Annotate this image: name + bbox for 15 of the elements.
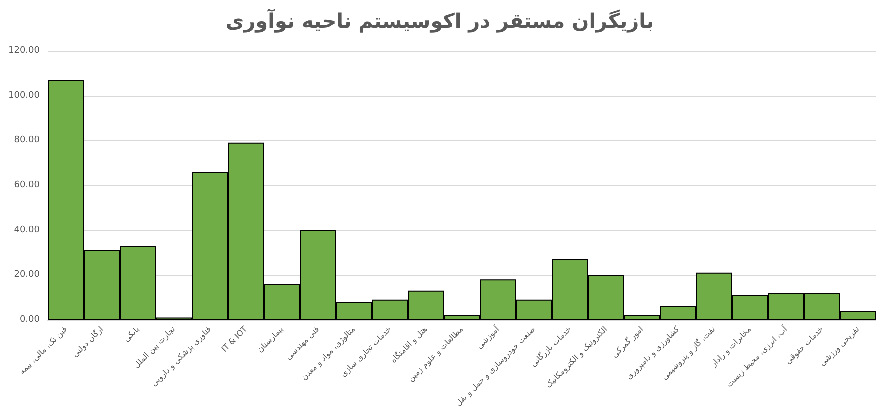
x-tick-label: ارگان دولتی bbox=[70, 324, 106, 360]
y-tick-label: 40.00 bbox=[14, 225, 40, 236]
chart-title: بازیگران مستقر در اکوسیستم ناحیه نوآوری bbox=[226, 8, 654, 33]
y-tick-label: 80.00 bbox=[14, 136, 40, 146]
y-tick-label: 100.00 bbox=[8, 90, 40, 101]
x-tick-label: IT & IOT bbox=[220, 324, 250, 354]
x-tick-label: بیمارستان bbox=[256, 324, 286, 354]
x-tick-label: امور گمرکی bbox=[610, 324, 646, 360]
x-tick-label: بانکی bbox=[122, 324, 142, 344]
y-tick-label: 0.00 bbox=[20, 315, 40, 325]
x-tick-label: فنی مهندسی bbox=[284, 324, 322, 362]
x-tick-label: فین تک، مالی، بیمه bbox=[18, 324, 70, 376]
y-tick-label: 120.00 bbox=[8, 46, 40, 56]
y-tick-label: 60.00 bbox=[14, 180, 40, 190]
y-tick-label: 20.00 bbox=[14, 270, 40, 280]
